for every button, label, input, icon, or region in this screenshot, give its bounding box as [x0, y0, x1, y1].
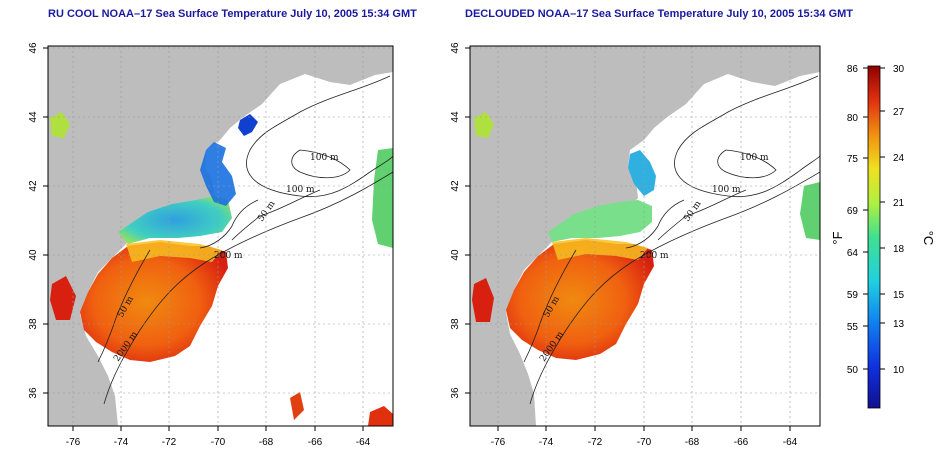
colorbar: 86 80 75 69 64 59 55 50 30 27 24 21 18 1…	[830, 64, 936, 409]
fahrenheit-tick-label: 64	[847, 248, 859, 259]
sst-south-patch	[290, 392, 304, 420]
lon-tick-label: -68	[685, 437, 700, 448]
lat-tick-label: 44	[28, 111, 39, 123]
lat-tick-label: 42	[28, 180, 39, 192]
celsius-tick-label: 27	[893, 107, 905, 118]
fahrenheit-tick-label: 55	[847, 322, 859, 333]
contour-lines	[523, 75, 820, 405]
sst-west-patch	[474, 112, 494, 138]
sst-warm-region	[80, 242, 228, 362]
lat-tick-label: 46	[450, 42, 461, 54]
lat-tick-label: 44	[450, 111, 461, 123]
fahrenheit-tick-label: 86	[847, 64, 859, 75]
lon-tick-label: -68	[259, 437, 274, 448]
map-title-left: RU COOL NOAA–17 Sea Surface Temperature …	[48, 8, 417, 20]
lon-tick-label: -70	[637, 437, 652, 448]
celsius-tick-label: 18	[893, 244, 905, 255]
sst-cool-region	[548, 200, 652, 242]
fahrenheit-unit-label: °F	[830, 231, 845, 244]
grid-lines	[48, 46, 393, 426]
celsius-tick-label: 24	[893, 153, 905, 164]
lon-tick-label: -72	[588, 437, 603, 448]
lat-tick-label: 36	[28, 387, 39, 399]
contour-label: 50 m	[256, 199, 278, 224]
lon-tick-label: -66	[734, 437, 749, 448]
lon-tick-label: -74	[114, 437, 129, 448]
land-mass	[470, 46, 820, 426]
lat-tick-label: 40	[450, 249, 461, 261]
contour-lines	[97, 75, 393, 405]
lon-tick-label: -70	[211, 437, 226, 448]
sst-nj-coast	[50, 276, 76, 320]
lon-tick-label: -76	[491, 437, 506, 448]
lat-tick-label: 36	[450, 387, 461, 399]
contour-label: 200 m	[214, 251, 243, 261]
lat-tick-label: 42	[450, 180, 461, 192]
celsius-tick-label: 30	[893, 64, 905, 75]
contour-label: 100 m	[712, 185, 741, 195]
lon-tick-label: -76	[66, 437, 81, 448]
fahrenheit-tick-label: 59	[847, 290, 859, 301]
sst-warm-region	[506, 240, 654, 360]
fahrenheit-tick-label: 50	[847, 365, 859, 376]
lon-tick-label: -64	[356, 437, 371, 448]
fahrenheit-tick-label: 75	[847, 154, 859, 165]
fahrenheit-tick-label: 69	[847, 206, 859, 217]
sst-yellow-band	[126, 240, 222, 262]
map-frame	[469, 45, 821, 427]
contour-label: 100 m	[310, 153, 339, 163]
map-title-right: DECLOUDED NOAA–17 Sea Surface Temperatur…	[465, 8, 854, 20]
celsius-tick-label: 15	[893, 290, 905, 301]
grid-lines	[470, 46, 820, 426]
sst-west-patch	[50, 112, 70, 138]
celsius-tick-label: 13	[893, 319, 905, 330]
celsius-unit-label: °C	[921, 231, 936, 246]
map-panel-left: 100 m 100 m 50 m 200 m 50 m 2000 m	[28, 42, 394, 448]
lon-tick-label: -64	[783, 437, 798, 448]
contour-label: 100 m	[286, 185, 315, 195]
lat-tick-label: 46	[28, 42, 39, 54]
sst-east-patch	[800, 182, 820, 240]
sst-nj-coast	[472, 278, 494, 322]
lon-tick-label: -74	[539, 437, 554, 448]
sst-se-patch	[368, 406, 393, 426]
sst-cold-region	[628, 150, 656, 196]
land-mass	[48, 46, 393, 426]
lat-tick-label: 40	[28, 249, 39, 261]
map-panel-right: 100 m 100 m 50 m 200 m 50 m 2000 m	[450, 42, 821, 448]
celsius-tick-label: 21	[893, 198, 905, 209]
colorbar-gradient	[867, 65, 881, 409]
fahrenheit-tick-label: 80	[847, 113, 859, 124]
lat-tick-label: 38	[28, 318, 39, 330]
sst-cold-patch	[238, 114, 258, 136]
sst-yellow-band	[552, 238, 648, 260]
celsius-tick-label: 10	[893, 365, 905, 376]
contour-label: 200 m	[640, 251, 669, 261]
sst-cold-region	[200, 142, 236, 206]
lon-tick-label: -66	[308, 437, 323, 448]
lat-tick-label: 38	[450, 318, 461, 330]
lon-tick-label: -72	[162, 437, 177, 448]
contour-label: 100 m	[740, 153, 769, 163]
map-frame	[47, 45, 394, 427]
sst-cool-region	[118, 196, 232, 244]
sst-east-patch	[372, 148, 393, 248]
contour-label: 50 m	[682, 199, 704, 224]
